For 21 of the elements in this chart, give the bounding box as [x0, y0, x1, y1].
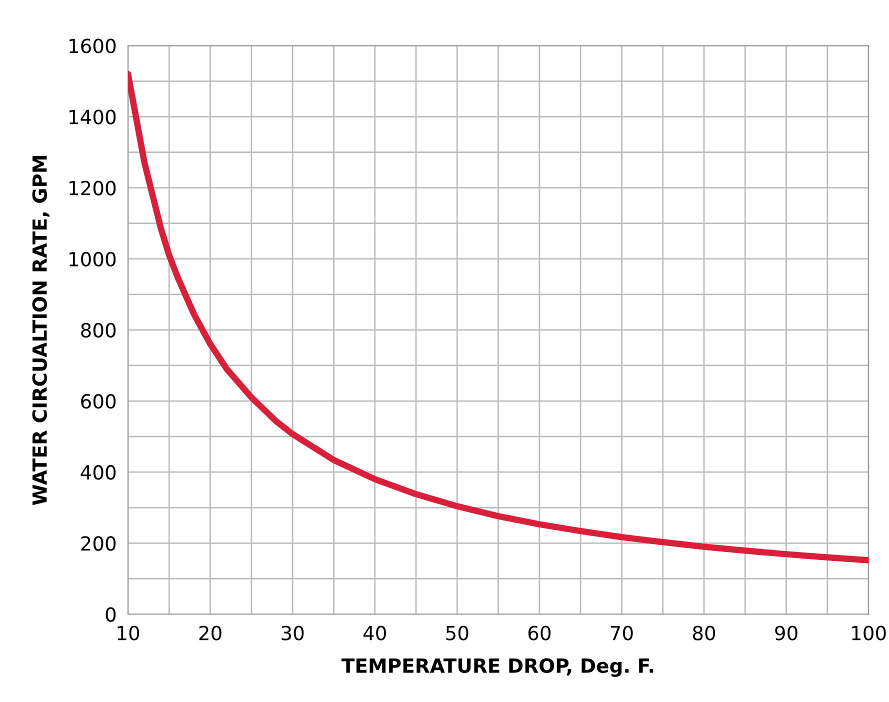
x-axis-title: TEMPERATURE DROP, Deg. F.: [342, 658, 654, 677]
y-tick-label: 1600: [70, 38, 116, 54]
x-tick-label: 60: [528, 626, 551, 640]
x-tick-label: 100: [852, 626, 886, 640]
x-tick-label: 70: [610, 626, 633, 640]
x-tick-label: 90: [775, 626, 798, 640]
y-tick-label: 600: [81, 394, 116, 409]
x-tick-label: 50: [446, 626, 468, 640]
y-axis-title: WATER CIRCUALTION RATE, GPM: [32, 156, 50, 506]
y-tick-label: 1400: [70, 110, 116, 124]
x-tick-label: 40: [363, 626, 386, 640]
y-tick-label: 1000: [70, 252, 116, 267]
x-tick-label: 20: [199, 626, 222, 640]
y-tick-label: 400: [80, 465, 116, 480]
y-tick-label: 0: [106, 607, 116, 622]
y-tick-label: 200: [81, 536, 116, 551]
y-tick-label: 800: [81, 322, 116, 338]
y-tick-label: 1200: [70, 180, 116, 196]
x-tick-label: 30: [282, 626, 304, 640]
x-tick-label: 10: [118, 626, 140, 640]
x-tick-label: 80: [692, 626, 716, 640]
